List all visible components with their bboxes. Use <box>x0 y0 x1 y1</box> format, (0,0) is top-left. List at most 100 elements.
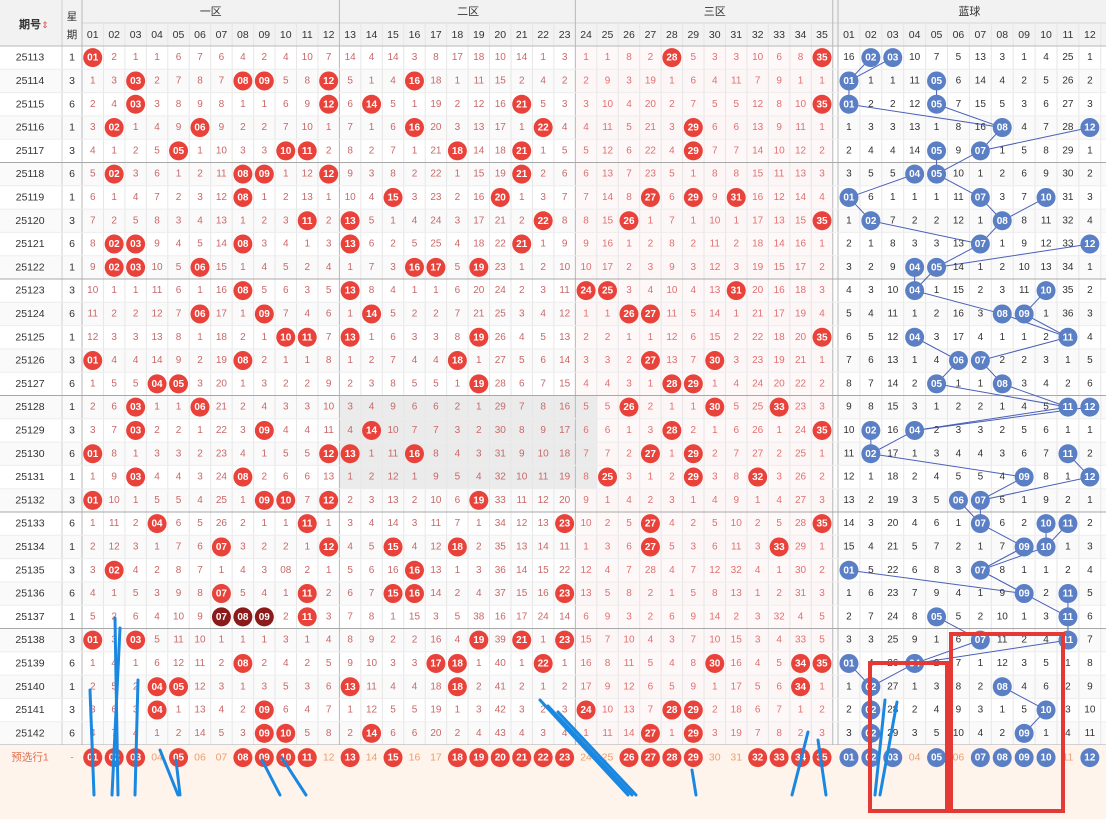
predict-blue-ball[interactable] <box>970 748 990 768</box>
predict-blue-ball[interactable] <box>1080 748 1100 768</box>
predict-red-option[interactable]: 06 <box>194 752 206 764</box>
predict-blue-ball[interactable] <box>992 748 1012 768</box>
predict-red-ball[interactable] <box>683 748 703 768</box>
predict-blue-number[interactable]: 10 <box>1040 753 1052 764</box>
predict-red-ball[interactable] <box>748 748 768 768</box>
predict-red-ball[interactable] <box>447 748 467 768</box>
miss-count: 22 <box>216 425 228 436</box>
predict-red-ball[interactable] <box>469 748 489 768</box>
predict-red-number[interactable]: 29 <box>688 753 700 764</box>
miss-count: 6 <box>540 355 546 366</box>
predict-red-ball[interactable] <box>769 748 789 768</box>
red-ball-number: 11 <box>302 332 313 343</box>
predict-red-ball[interactable] <box>297 748 317 768</box>
predict-red-ball[interactable] <box>640 748 660 768</box>
miss-count: 3 <box>133 169 139 180</box>
predict-red-option[interactable]: 14 <box>366 752 378 764</box>
predict-blue-number[interactable]: 01 <box>843 753 855 764</box>
miss-count: 23 <box>887 588 899 599</box>
predict-red-number[interactable]: 28 <box>666 753 678 764</box>
predict-red-option[interactable]: 07 <box>216 752 228 764</box>
predict-red-number[interactable]: 11 <box>302 753 313 764</box>
predict-red-number[interactable]: 21 <box>516 753 528 764</box>
red-ball <box>705 351 725 371</box>
miss-count: 2 <box>90 99 96 110</box>
predict-red-number[interactable]: 09 <box>259 753 271 764</box>
predict-red-ball[interactable] <box>383 748 403 768</box>
red-ball-number: 08 <box>237 239 249 250</box>
predict-red-number[interactable]: 19 <box>473 753 485 764</box>
predict-red-ball[interactable] <box>619 748 639 768</box>
predict-blue-ball[interactable] <box>839 748 859 768</box>
row-stripe <box>0 115 1106 140</box>
predict-red-option[interactable]: 31 <box>730 752 742 764</box>
predict-red-number[interactable]: 13 <box>345 753 357 764</box>
predict-red-ball[interactable] <box>490 748 510 768</box>
predict-red-ball[interactable] <box>555 748 575 768</box>
predict-red-option[interactable]: 25 <box>602 752 614 764</box>
predict-blue-ball[interactable] <box>1014 748 1034 768</box>
predict-red-ball[interactable] <box>276 748 296 768</box>
miss-count: 10 <box>1019 262 1031 273</box>
miss-count: 2 <box>455 728 461 739</box>
predict-red-number[interactable]: 05 <box>173 753 185 764</box>
predict-red-option[interactable]: 24 <box>580 752 592 764</box>
predict-red-number[interactable]: 10 <box>280 753 292 764</box>
predict-red-number[interactable]: 35 <box>816 753 828 764</box>
miss-count: 4 <box>412 681 418 692</box>
predict-red-ball[interactable] <box>169 748 189 768</box>
miss-count: 1 <box>999 145 1005 156</box>
predict-red-number[interactable]: 26 <box>623 753 635 764</box>
miss-count: 10 <box>495 52 507 63</box>
predict-red-ball[interactable] <box>233 748 253 768</box>
predict-red-ball[interactable] <box>340 748 360 768</box>
predict-red-number[interactable]: 33 <box>774 753 786 764</box>
miss-count: 3 <box>978 705 984 716</box>
predict-red-option[interactable]: 12 <box>323 752 335 764</box>
predict-blue-number[interactable]: 05 <box>931 753 943 764</box>
predict-blue-number[interactable]: 09 <box>1019 753 1031 764</box>
predict-blue-option[interactable]: 06 <box>953 752 965 764</box>
predict-red-ball[interactable] <box>512 748 532 768</box>
predict-red-number[interactable]: 20 <box>495 753 507 764</box>
predict-red-number[interactable]: 18 <box>452 753 464 764</box>
red-ball <box>662 48 682 68</box>
predict-red-ball[interactable] <box>533 748 553 768</box>
miss-count: 10 <box>216 145 228 156</box>
miss-count: 10 <box>387 425 399 436</box>
predict-blue-ball[interactable] <box>1036 748 1056 768</box>
predict-red-number[interactable]: 27 <box>645 753 657 764</box>
miss-count: 10 <box>109 495 121 506</box>
predict-red-number[interactable]: 32 <box>752 753 764 764</box>
predict-blue-ball[interactable] <box>927 748 947 768</box>
predict-blue-number[interactable]: 12 <box>1084 753 1096 764</box>
miss-count: 6 <box>626 541 632 552</box>
predict-blue-number[interactable]: 08 <box>997 753 1009 764</box>
predict-red-ball[interactable] <box>662 748 682 768</box>
predict-red-number[interactable]: 15 <box>387 753 399 764</box>
predict-blue-number[interactable]: 03 <box>887 753 899 764</box>
miss-count: 18 <box>887 472 899 483</box>
week-day: 3 <box>69 145 75 157</box>
red-number-header: 10 <box>280 29 292 41</box>
predict-blue-number[interactable]: 07 <box>975 753 987 764</box>
predict-red-option[interactable]: 30 <box>709 752 721 764</box>
miss-count: 3 <box>176 215 182 226</box>
miss-count: 4 <box>712 495 718 506</box>
predict-red-option[interactable]: 04 <box>151 752 163 764</box>
predict-red-number[interactable]: 23 <box>559 753 571 764</box>
miss-count: 1 <box>1087 495 1093 506</box>
red-ball <box>447 351 467 371</box>
miss-count: 10 <box>666 285 678 296</box>
predict-red-option[interactable]: 17 <box>430 752 442 764</box>
blue-ball <box>1058 514 1078 534</box>
miss-count: 10 <box>87 285 99 296</box>
predict-red-number[interactable]: 08 <box>237 753 249 764</box>
miss-count: 5 <box>890 169 896 180</box>
predict-red-option[interactable]: 16 <box>409 752 421 764</box>
predict-blue-option[interactable]: 11 <box>1062 752 1073 764</box>
miss-count: 2 <box>455 588 461 599</box>
predict-red-ball[interactable] <box>254 748 274 768</box>
predict-blue-option[interactable]: 04 <box>909 752 921 764</box>
predict-red-number[interactable]: 22 <box>538 753 550 764</box>
